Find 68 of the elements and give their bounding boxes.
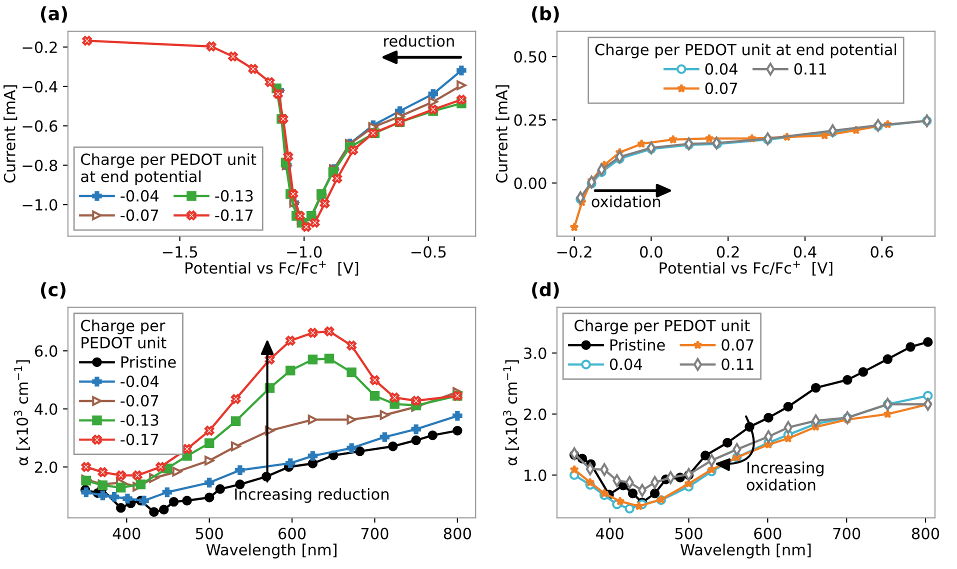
legend-label: Pristine xyxy=(610,338,665,351)
y-tick-label: 3.0 xyxy=(524,347,546,360)
y-tick-label: 1.0 xyxy=(524,470,546,482)
x-tick-label: −1.0 xyxy=(287,246,322,258)
legend-label: -0.04 xyxy=(120,190,159,202)
y-axis-title: α [x10$^{3}$ cm$^{−1}$] xyxy=(503,360,519,466)
x-tick-label: 500 xyxy=(675,528,702,540)
x-axis-title: Potential vs Fc/Fc$^{+}$ [V] xyxy=(660,260,832,276)
y-axis-title: α [x10$^{3}$ cm$^{−1}$] xyxy=(14,360,30,466)
y-tick-label: 2.0 xyxy=(524,408,546,420)
y-tick-label: −0.6 xyxy=(22,120,58,132)
legend-title: Charge per PEDOT unit xyxy=(81,319,166,348)
annotation: oxidation xyxy=(592,196,660,208)
legend-title: Charge per PEDOT unit at end potential xyxy=(595,44,896,58)
y-tick-label: −0.4 xyxy=(22,80,58,92)
legend-label: -0.13 xyxy=(215,190,253,202)
x-axis-title: Potential vs Fc/Fc$^{+}$ [V] xyxy=(186,260,358,276)
chart-title: (c) xyxy=(40,282,66,299)
y-tick-label: 4.0 xyxy=(34,403,58,415)
chart-title: (a) xyxy=(40,6,67,23)
y-tick-label: −0.2 xyxy=(22,42,57,54)
x-tick-label: −0.5 xyxy=(411,246,446,258)
legend-label: -0.17 xyxy=(120,434,158,446)
legend-label: -0.04 xyxy=(120,376,159,388)
x-axis-title: Wavelength [nm] xyxy=(680,544,811,558)
x-tick-label: −0.2 xyxy=(557,246,592,258)
x-tick-label: 700 xyxy=(833,528,860,540)
y-tick-label: 6.0 xyxy=(34,345,58,357)
x-tick-label: 0.4 xyxy=(794,246,816,258)
y-tick-label: 0.25 xyxy=(514,114,546,126)
annotation: Increasing oxidation xyxy=(746,462,824,491)
legend-label: -0.17 xyxy=(215,209,253,221)
x-tick-label: 500 xyxy=(196,528,223,540)
y-tick-label: −1.0 xyxy=(22,199,58,211)
x-tick-label: 0.0 xyxy=(640,246,662,258)
x-tick-label: 700 xyxy=(361,528,388,540)
x-tick-label: 600 xyxy=(278,528,306,540)
legend-label: 0.07 xyxy=(722,339,754,351)
x-tick-label: 400 xyxy=(596,528,624,540)
legend-label: 0.04 xyxy=(610,358,642,370)
y-tick-label: 2.0 xyxy=(35,461,58,473)
legend-label: 0.07 xyxy=(705,82,738,94)
legend-label: Pristine xyxy=(121,356,176,368)
y-axis-title: Current [mA] xyxy=(496,85,510,183)
x-tick-label: 0.6 xyxy=(870,246,894,258)
y-tick-label: 0.00 xyxy=(514,177,546,190)
legend-label: 0.11 xyxy=(722,358,754,370)
legend-label: 0.11 xyxy=(794,63,826,75)
x-tick-label: −1.5 xyxy=(162,246,198,258)
legend-label: -0.07 xyxy=(120,209,158,221)
x-tick-label: 800 xyxy=(444,528,471,540)
chart-title: (d) xyxy=(532,282,559,299)
legend-label: -0.07 xyxy=(120,394,158,407)
x-axis-title: Wavelength [nm] xyxy=(206,544,336,558)
x-tick-label: 600 xyxy=(754,528,782,540)
legend-label: -0.13 xyxy=(120,414,158,426)
legend-title: Charge per PEDOT unit xyxy=(574,319,750,334)
legend-title: Charge per PEDOT unit at end potential xyxy=(81,153,256,186)
annotation: reduction xyxy=(384,34,454,47)
x-tick-label: 400 xyxy=(112,528,140,540)
x-tick-label: 0.2 xyxy=(716,246,739,258)
legend-label: 0.04 xyxy=(705,63,738,75)
annotation: Increasing reduction xyxy=(235,488,388,503)
chart-title: (b) xyxy=(532,6,559,23)
y-tick-label: −0.8 xyxy=(22,160,58,172)
x-tick-label: 800 xyxy=(912,528,940,540)
y-axis-title: Current [mA] xyxy=(4,85,18,183)
y-tick-label: 0.50 xyxy=(514,51,546,63)
